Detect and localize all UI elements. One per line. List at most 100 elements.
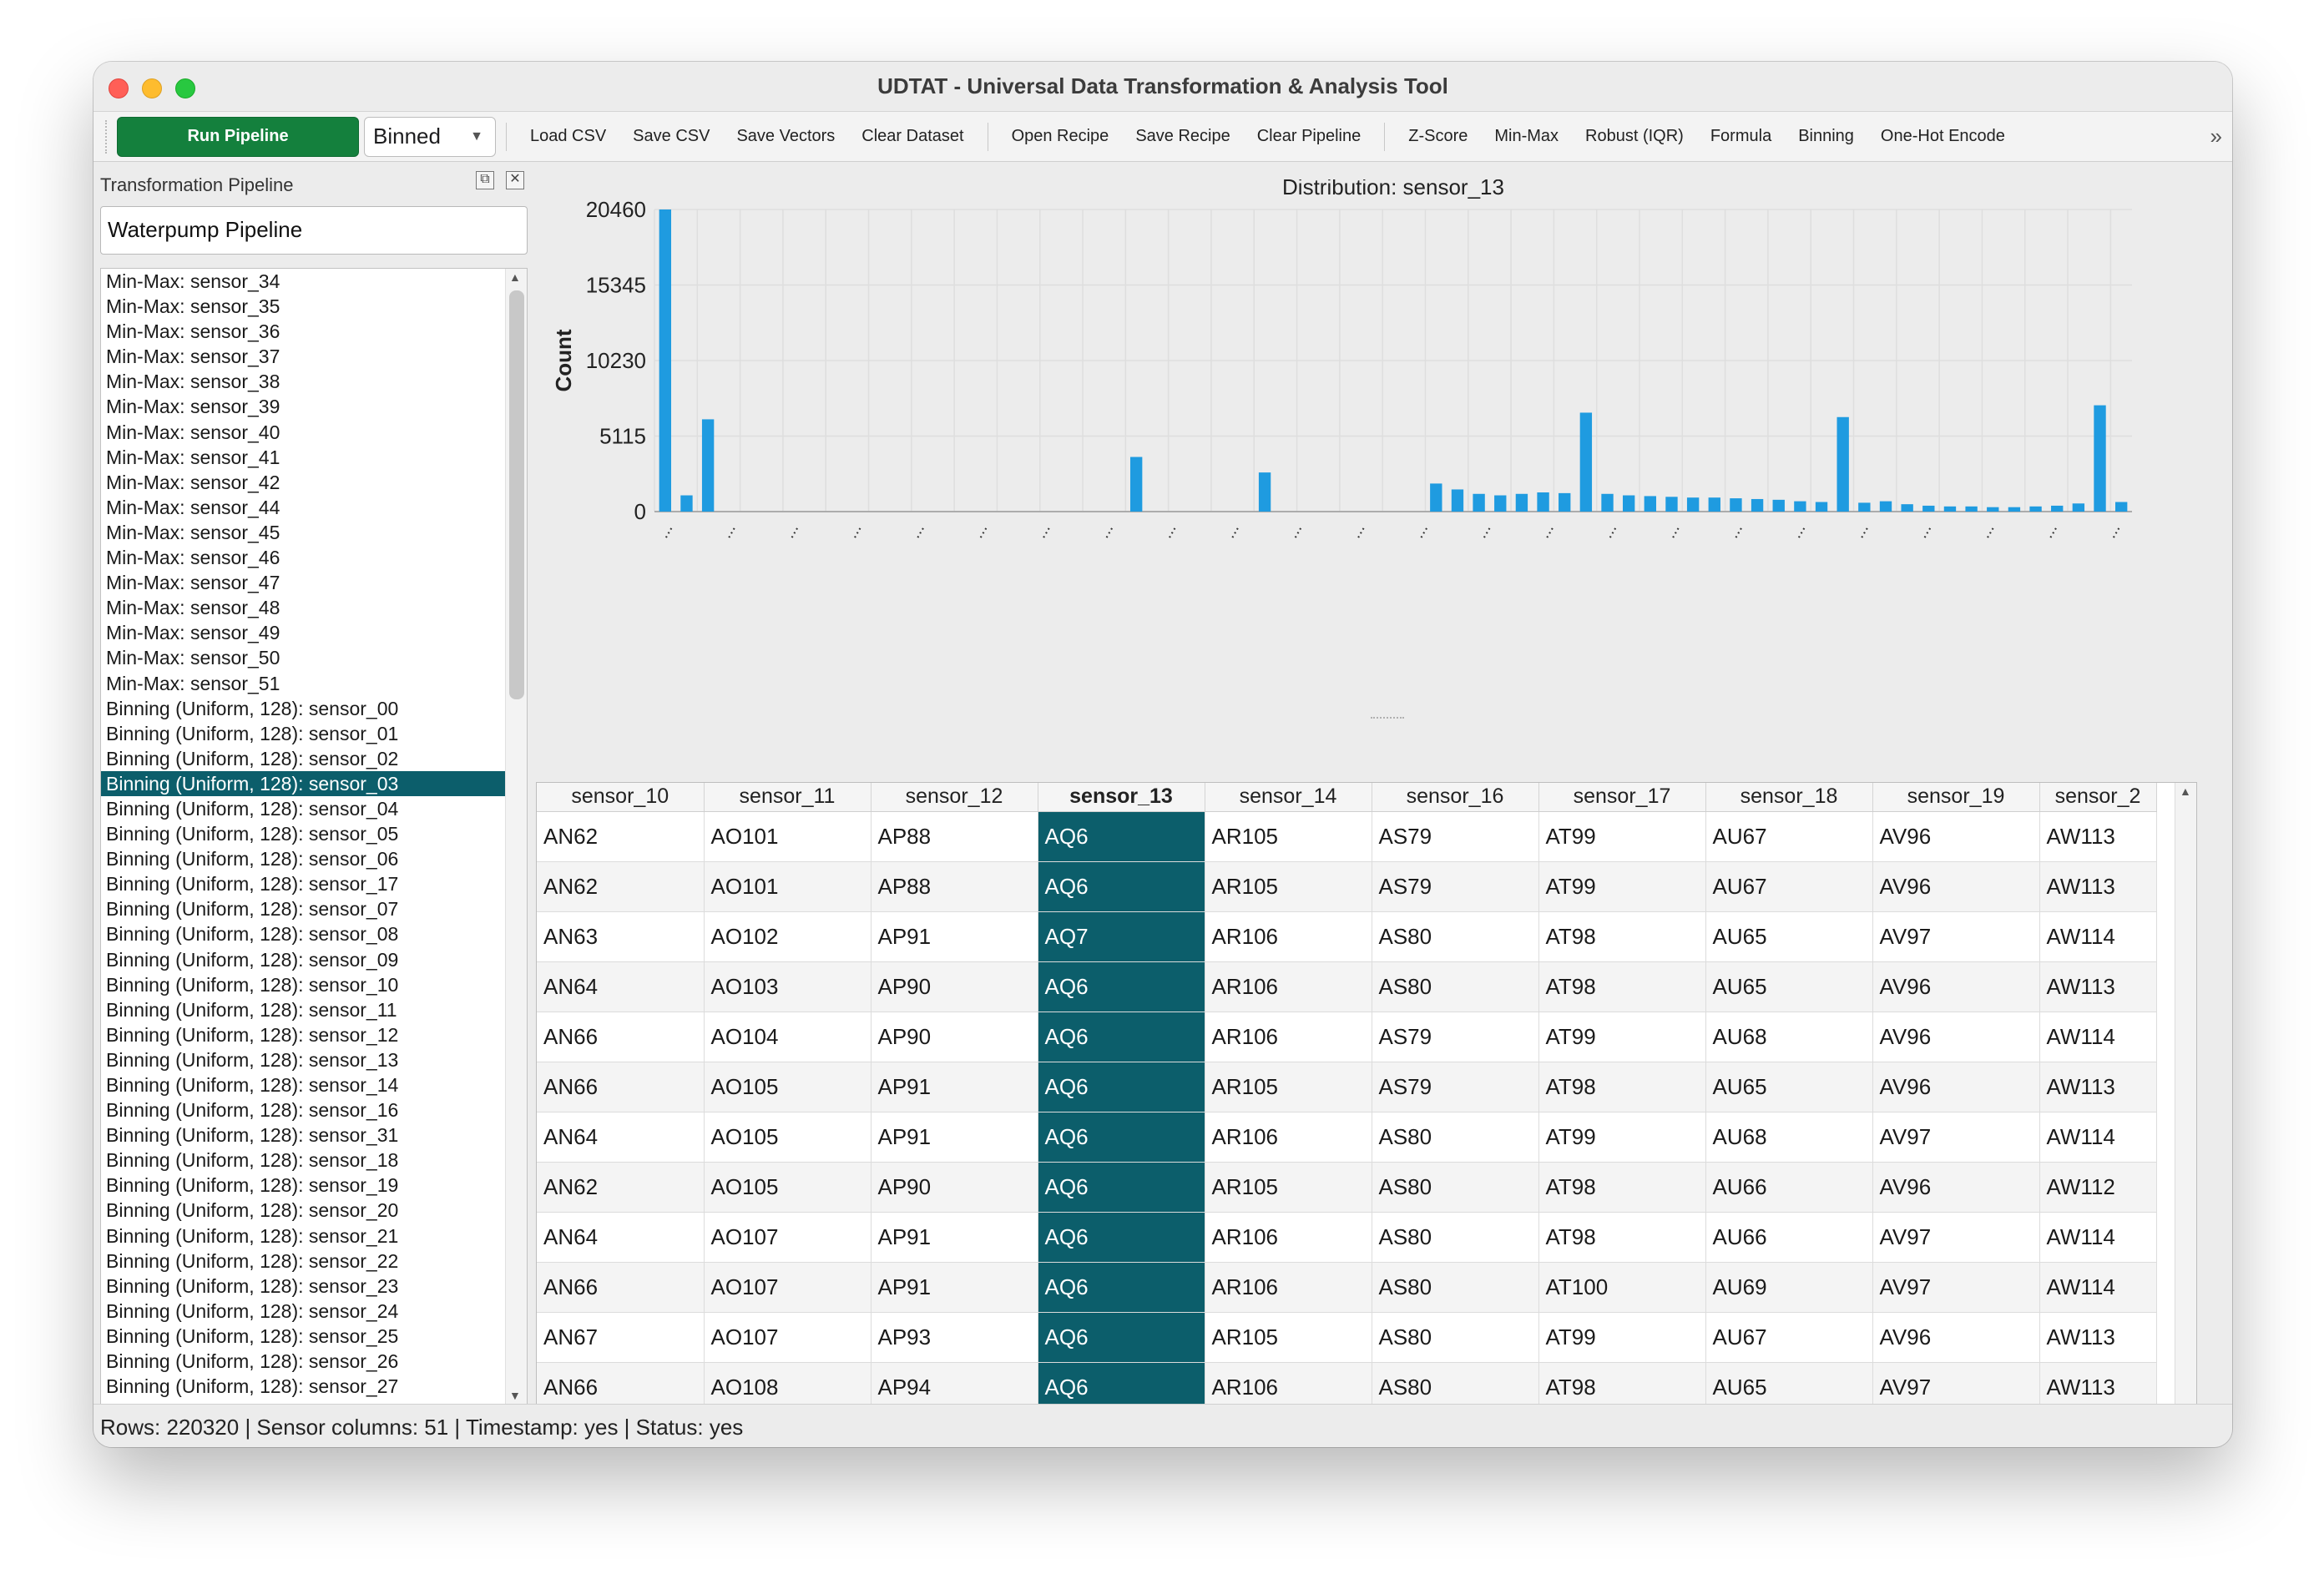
table-row[interactable]: AN64 AO105 AP91 AQ6 AR106 AS80 AT99 AU68 AV97 AW1… bbox=[537, 1112, 2157, 1163]
table-row[interactable]: AN64 AO107 AP91 AQ6 AR106 AS80 AT98 AU66 AV97 AW1… bbox=[537, 1212, 2157, 1263]
column-header[interactable]: sensor_17 bbox=[1538, 783, 1706, 812]
table-cell[interactable]: AP93 bbox=[871, 1312, 1038, 1363]
table-cell[interactable]: AP88 bbox=[871, 861, 1038, 912]
pipeline-step-item[interactable]: Binning (Uniform, 128): sensor_31 bbox=[106, 1124, 399, 1147]
table-cell[interactable]: AS80 bbox=[1372, 911, 1539, 962]
table-cell[interactable]: AW113 bbox=[2039, 861, 2157, 912]
table-row[interactable]: AN62 AO101 AP88 AQ6 AR105 AS79 AT99 AU67 AV96 AW1… bbox=[537, 811, 2157, 862]
toolbar-button-min-max[interactable]: Min-Max bbox=[1494, 127, 1559, 145]
pipeline-step-item[interactable]: Binning (Uniform, 128): sensor_16 bbox=[106, 1099, 399, 1122]
toolbar-button-one-hot-encode[interactable]: One-Hot Encode bbox=[1880, 127, 2005, 145]
toolbar-grip[interactable] bbox=[105, 119, 109, 154]
table-cell[interactable]: AO107 bbox=[704, 1262, 872, 1313]
column-header[interactable]: sensor_18 bbox=[1705, 783, 1873, 812]
table-cell[interactable]: AO104 bbox=[704, 1012, 872, 1062]
table-cell[interactable]: AR106 bbox=[1205, 1212, 1372, 1263]
table-row[interactable]: AN66 AO104 AP90 AQ6 AR106 AS79 AT99 AU68 AV96 AW1… bbox=[537, 1012, 2157, 1062]
table-cell[interactable]: AP90 bbox=[871, 1012, 1038, 1062]
table-cell[interactable]: AU69 bbox=[1705, 1262, 1873, 1313]
table-cell[interactable]: AU66 bbox=[1705, 1212, 1873, 1263]
table-cell[interactable]: AR105 bbox=[1205, 1162, 1372, 1213]
table-cell[interactable]: AW113 bbox=[2039, 811, 2157, 862]
table-cell[interactable]: AT99 bbox=[1538, 1012, 1706, 1062]
scroll-up-icon[interactable]: ▲ bbox=[509, 270, 521, 284]
toolbar-button-clear-pipeline[interactable]: Clear Pipeline bbox=[1256, 127, 1362, 145]
table-cell[interactable]: AW113 bbox=[2039, 961, 2157, 1012]
table-cell[interactable]: AT98 bbox=[1538, 961, 1706, 1012]
table-cell[interactable]: AV96 bbox=[1872, 1062, 2040, 1112]
column-header[interactable]: sensor_2 bbox=[2039, 783, 2157, 812]
steps-scrollbar[interactable]: ▲ ▼ bbox=[505, 269, 527, 1404]
toolbar-button-clear-dataset[interactable]: Clear Dataset bbox=[861, 127, 964, 145]
table-cell[interactable]: AV97 bbox=[1872, 1262, 2040, 1313]
table-cell[interactable]: AW112 bbox=[2039, 1162, 2157, 1213]
table-cell[interactable]: AR105 bbox=[1205, 1062, 1372, 1112]
table-cell[interactable]: AQ6 bbox=[1038, 1162, 1205, 1213]
toolbar-button-binning[interactable]: Binning bbox=[1798, 127, 1854, 145]
table-cell[interactable]: AU67 bbox=[1705, 1312, 1873, 1363]
table-row[interactable]: AN66 AO107 AP91 AQ6 AR106 AS80 AT100 AU69 AV97 AW… bbox=[537, 1262, 2157, 1313]
pipeline-step-item[interactable]: Binning (Uniform, 128): sensor_06 bbox=[106, 848, 399, 870]
table-row[interactable]: AN67 AO107 AP93 AQ6 AR105 AS80 AT99 AU67 AV96 AW1… bbox=[537, 1312, 2157, 1363]
table-cell[interactable]: AQ6 bbox=[1038, 1012, 1205, 1062]
pipeline-step-item[interactable]: Min-Max: sensor_38 bbox=[106, 371, 280, 393]
pipeline-step-item[interactable]: Binning (Uniform, 128): sensor_25 bbox=[106, 1324, 399, 1347]
table-cell[interactable]: AO105 bbox=[704, 1112, 872, 1163]
table-cell[interactable]: AS80 bbox=[1372, 1212, 1539, 1263]
pipeline-step-item[interactable]: Min-Max: sensor_41 bbox=[106, 446, 280, 468]
table-cell[interactable]: AW114 bbox=[2039, 911, 2157, 962]
table-cell[interactable]: AV96 bbox=[1872, 961, 2040, 1012]
pipeline-step-item[interactable]: Binning (Uniform, 128): sensor_08 bbox=[106, 923, 399, 946]
table-cell[interactable]: AV97 bbox=[1872, 1112, 2040, 1163]
table-cell[interactable]: AR106 bbox=[1205, 961, 1372, 1012]
table-cell[interactable]: AV96 bbox=[1872, 811, 2040, 862]
pipeline-step-item[interactable]: Min-Max: sensor_47 bbox=[106, 572, 280, 594]
table-cell[interactable]: AN66 bbox=[537, 1012, 705, 1062]
table-cell[interactable]: AR105 bbox=[1205, 811, 1372, 862]
table-vertical-scrollbar[interactable]: ▲ ▼ bbox=[2175, 783, 2196, 1437]
pipeline-step-item[interactable]: Min-Max: sensor_49 bbox=[106, 622, 280, 644]
table-cell[interactable]: AV97 bbox=[1872, 1212, 2040, 1263]
column-header[interactable]: sensor_12 bbox=[871, 783, 1038, 812]
table-cell[interactable]: AQ6 bbox=[1038, 1262, 1205, 1313]
table-cell[interactable]: AO107 bbox=[704, 1212, 872, 1263]
table-cell[interactable]: AN62 bbox=[537, 1162, 705, 1213]
table-row[interactable]: AN63 AO102 AP91 AQ7 AR106 AS80 AT98 AU65 AV97 AW1… bbox=[537, 911, 2157, 962]
pipeline-step-item[interactable]: Min-Max: sensor_44 bbox=[106, 496, 280, 518]
table-cell[interactable]: AQ6 bbox=[1038, 811, 1205, 862]
table-cell[interactable]: AQ6 bbox=[1038, 1112, 1205, 1163]
pipeline-step-item[interactable]: Binning (Uniform, 128): sensor_28 bbox=[101, 1399, 505, 1404]
table-cell[interactable]: AT98 bbox=[1538, 911, 1706, 962]
table-cell[interactable]: AR105 bbox=[1205, 861, 1372, 912]
table-cell[interactable]: AO101 bbox=[704, 811, 872, 862]
column-header[interactable]: sensor_19 bbox=[1872, 783, 2040, 812]
pipeline-step-item[interactable]: Binning (Uniform, 128): sensor_09 bbox=[106, 948, 399, 971]
table-cell[interactable]: AN62 bbox=[537, 861, 705, 912]
pipeline-step-item[interactable]: Min-Max: sensor_51 bbox=[106, 672, 280, 694]
pipeline-step-item[interactable]: Binning (Uniform, 128): sensor_21 bbox=[106, 1224, 399, 1247]
table-cell[interactable]: AR106 bbox=[1205, 911, 1372, 962]
pipeline-step-item[interactable]: Binning (Uniform, 128): sensor_00 bbox=[106, 697, 399, 719]
pipeline-step-item[interactable]: Binning (Uniform, 128): sensor_02 bbox=[106, 747, 399, 769]
table-cell[interactable]: AN63 bbox=[537, 911, 705, 962]
table-cell[interactable]: AU68 bbox=[1705, 1112, 1873, 1163]
column-header[interactable]: sensor_16 bbox=[1372, 783, 1539, 812]
table-cell[interactable]: AN64 bbox=[537, 1112, 705, 1163]
pipeline-step-item[interactable]: Binning (Uniform, 128): sensor_22 bbox=[106, 1249, 399, 1272]
chevron-double-right-icon[interactable]: » bbox=[2210, 124, 2222, 149]
pipeline-step-item[interactable]: Min-Max: sensor_36 bbox=[106, 320, 280, 343]
pipeline-step-item[interactable]: Binning (Uniform, 128): sensor_07 bbox=[106, 898, 399, 921]
table-cell[interactable]: AR105 bbox=[1205, 1312, 1372, 1363]
pipeline-step-item[interactable]: Binning (Uniform, 128): sensor_24 bbox=[106, 1299, 399, 1322]
pipeline-step-item[interactable]: Binning (Uniform, 128): sensor_03 bbox=[101, 770, 505, 796]
table-cell[interactable]: AQ6 bbox=[1038, 1312, 1205, 1363]
table-cell[interactable]: AU66 bbox=[1705, 1162, 1873, 1213]
splitter-handle[interactable] bbox=[1371, 717, 1404, 722]
table-cell[interactable]: AU65 bbox=[1705, 911, 1873, 962]
toolbar-button-formula[interactable]: Formula bbox=[1710, 127, 1772, 145]
table-cell[interactable]: AU67 bbox=[1705, 861, 1873, 912]
pipeline-step-item[interactable]: Min-Max: sensor_40 bbox=[106, 421, 280, 443]
table-cell[interactable]: AS80 bbox=[1372, 961, 1539, 1012]
table-cell[interactable]: AS79 bbox=[1372, 1062, 1539, 1112]
table-cell[interactable]: AS79 bbox=[1372, 1012, 1539, 1062]
